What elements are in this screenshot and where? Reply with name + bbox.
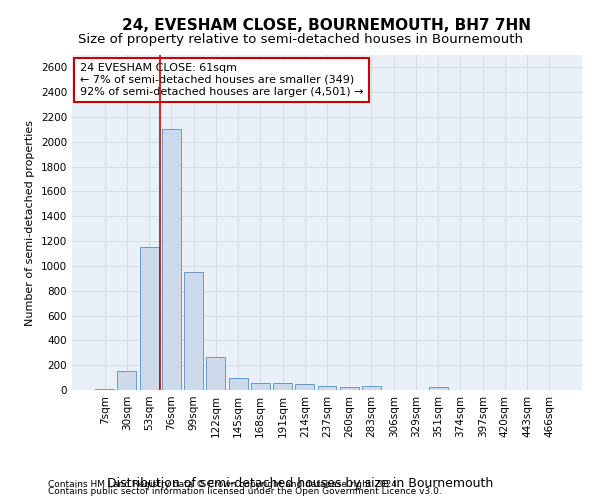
Bar — [251, 382, 270, 390]
Bar — [140, 248, 158, 390]
Bar — [118, 372, 136, 390]
Bar — [184, 272, 203, 390]
Text: Contains HM Land Registry data © Crown copyright and database right 2024.: Contains HM Land Registry data © Crown c… — [48, 480, 400, 489]
Bar — [362, 386, 381, 390]
Bar — [273, 383, 292, 390]
Bar — [317, 386, 337, 390]
Text: Contains public sector information licensed under the Open Government Licence v3: Contains public sector information licen… — [48, 487, 442, 496]
Bar — [295, 384, 314, 390]
Text: 24 EVESHAM CLOSE: 61sqm
← 7% of semi-detached houses are smaller (349)
92% of se: 24 EVESHAM CLOSE: 61sqm ← 7% of semi-det… — [80, 64, 363, 96]
Title: 24, EVESHAM CLOSE, BOURNEMOUTH, BH7 7HN: 24, EVESHAM CLOSE, BOURNEMOUTH, BH7 7HN — [122, 18, 532, 33]
Text: Distribution of semi-detached houses by size in Bournemouth: Distribution of semi-detached houses by … — [107, 478, 493, 490]
Bar — [340, 387, 359, 390]
Y-axis label: Number of semi-detached properties: Number of semi-detached properties — [25, 120, 35, 326]
Bar — [162, 130, 181, 390]
Text: Size of property relative to semi-detached houses in Bournemouth: Size of property relative to semi-detach… — [77, 32, 523, 46]
Bar — [429, 387, 448, 390]
Bar — [229, 378, 248, 390]
Bar — [206, 356, 225, 390]
